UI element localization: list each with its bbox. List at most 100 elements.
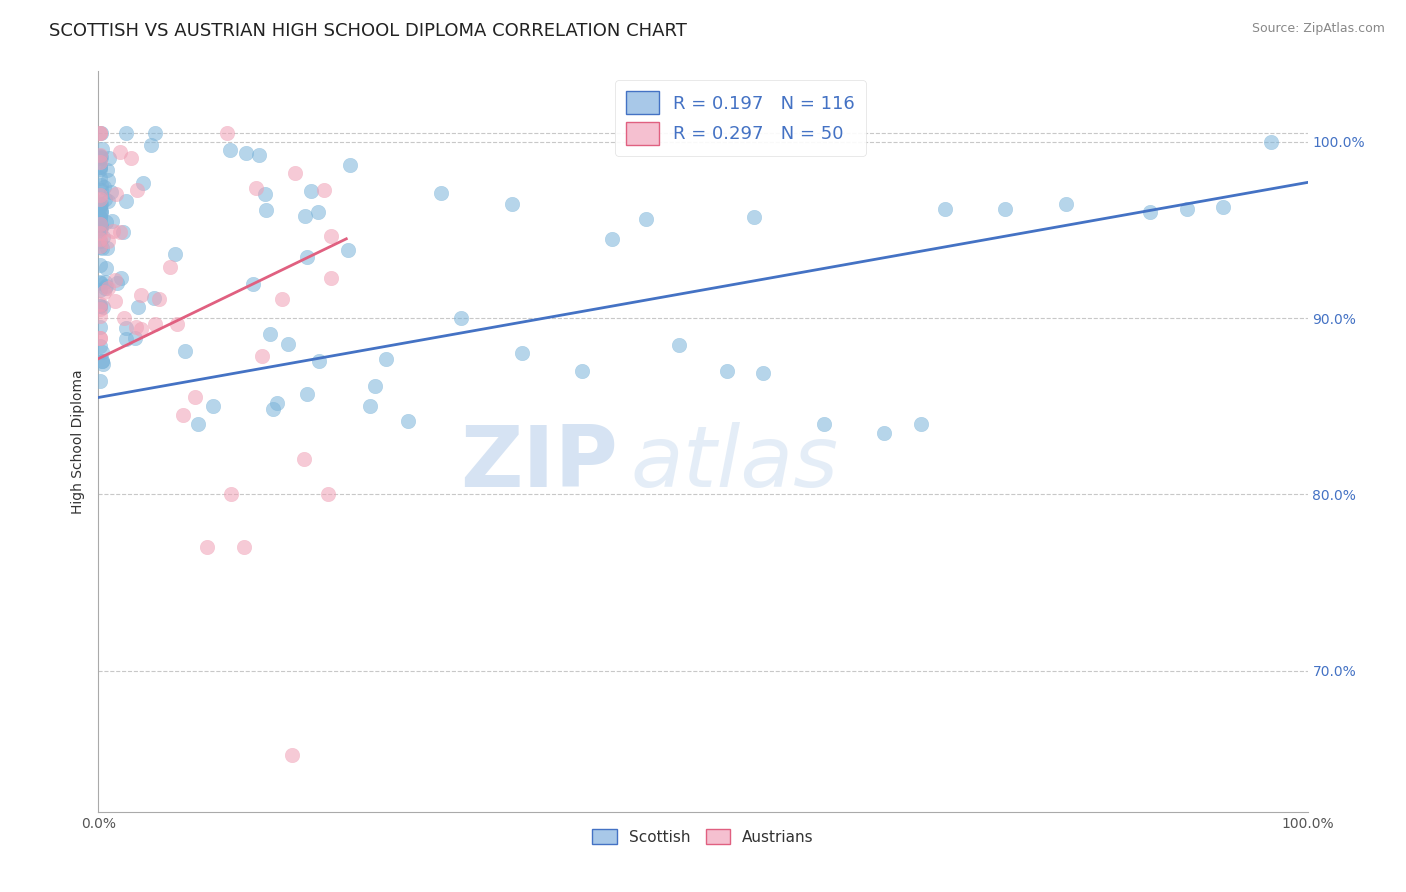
Point [104,273,127,287]
Point [359,399,381,413]
Point [89,302,111,317]
Point [314,183,336,197]
Point [668,337,690,351]
Point [201,399,224,413]
Point [247,148,270,162]
Point [115,320,138,334]
Point [112,225,135,239]
Point [89,300,111,314]
Point [89,211,111,225]
Point [510,346,533,360]
Point [89,240,111,254]
Point [89,338,111,352]
Point [89,188,111,202]
Point [112,311,135,326]
Point [89,227,111,241]
Point [93,285,115,300]
Point [501,196,523,211]
Point [89,297,111,311]
Point [125,183,148,197]
Point [131,176,153,190]
Point [89,126,111,140]
Point [262,401,284,416]
Point [93,230,115,244]
Point [430,186,453,201]
Point [1212,200,1234,214]
Point [110,225,132,239]
Point [89,319,111,334]
Point [242,277,264,291]
Point [89,309,111,323]
Point [89,275,111,289]
Point [90,142,112,156]
Point [281,748,304,763]
Point [339,158,361,172]
Point [89,170,111,185]
Point [89,192,111,206]
Point [148,292,170,306]
Point [96,173,118,187]
Point [396,414,419,428]
Point [89,160,111,174]
Point [91,358,114,372]
Point [634,211,657,226]
Point [90,204,112,219]
Point [94,215,117,229]
Point [89,276,111,290]
Point [308,354,330,368]
Point [450,311,472,326]
Point [97,151,120,165]
Point [90,354,112,368]
Point [104,187,127,202]
Point [277,336,299,351]
Point [232,541,254,555]
Point [97,194,120,208]
Point [110,270,132,285]
Point [89,223,111,237]
Point [294,209,316,223]
Text: atlas: atlas [630,422,838,505]
Point [89,126,111,140]
Point [129,322,152,336]
Point [716,364,738,378]
Point [93,180,115,194]
Point [125,320,148,334]
Point [90,197,112,211]
Y-axis label: High School Diploma: High School Diploma [72,369,86,514]
Point [89,331,111,345]
Point [1175,202,1198,216]
Point [250,349,273,363]
Point [219,143,242,157]
Text: ZIP: ZIP [461,422,619,505]
Point [235,145,257,160]
Point [89,299,111,313]
Point [89,234,111,248]
Point [89,155,111,169]
Point [89,161,111,176]
Point [143,317,166,331]
Point [284,167,307,181]
Point [259,327,281,342]
Point [165,246,187,260]
Point [139,137,162,152]
Point [742,210,765,224]
Point [89,216,111,230]
Point [89,160,111,174]
Point [89,151,111,165]
Point [89,232,111,246]
Point [90,204,112,219]
Point [195,541,218,555]
Point [89,331,111,345]
Point [910,417,932,431]
Point [90,126,112,140]
Point [873,425,896,440]
Point [91,300,114,314]
Point [93,281,115,295]
Point [172,408,194,422]
Point [600,232,623,246]
Point [89,283,111,297]
Point [115,194,138,209]
Point [115,332,138,346]
Point [120,151,142,165]
Point [97,234,120,248]
